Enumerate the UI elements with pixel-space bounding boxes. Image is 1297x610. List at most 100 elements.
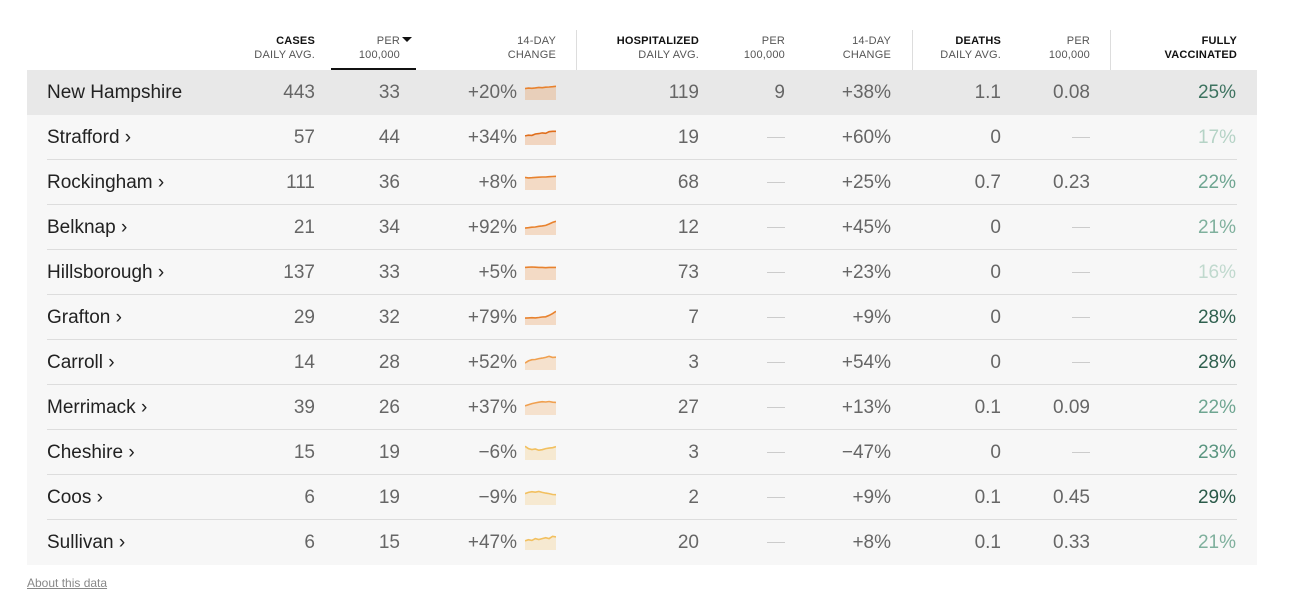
hosp_per-none	[767, 115, 785, 160]
hosp_per-none	[767, 295, 785, 340]
header-title: 14-DAY	[852, 35, 891, 47]
per-value: 33	[378, 82, 400, 103]
hosp_change-value: +45%	[841, 217, 891, 238]
per-value: 44	[378, 127, 400, 148]
about-data-link[interactable]: About this data	[27, 576, 108, 590]
deaths_per-none	[1072, 340, 1090, 385]
cases-trend-sparkline	[525, 490, 556, 505]
table-row[interactable]: Coos › 6 19 −9% 2 +9% 0.1 0.45 29%	[27, 475, 1257, 520]
county-name[interactable]: Strafford ›	[47, 127, 132, 148]
table-row[interactable]: Cheshire › 15 19 −6% 3 −47% 0 23%	[27, 430, 1257, 475]
sparkline-line	[525, 310, 556, 319]
vacc-value: 22%	[1197, 172, 1236, 193]
county-name[interactable]: Coos ›	[47, 487, 103, 508]
hosp_change-value: +25%	[841, 172, 891, 193]
cases-value: 111	[286, 172, 315, 193]
table-row[interactable]: Rockingham › 111 36 +8% 68 +25% 0.7 0.23 22%	[27, 160, 1257, 205]
deaths_per-value: 0.33	[1053, 532, 1090, 553]
sparkline-line	[525, 85, 556, 90]
header-sub: 100,000	[1048, 49, 1090, 61]
per-value: 19	[378, 442, 400, 463]
sparkline-area	[525, 401, 556, 415]
deaths-value: 0	[990, 217, 1001, 238]
cases-trend-sparkline	[525, 445, 556, 460]
change-value: +37%	[467, 397, 517, 418]
header-title: PER	[761, 35, 785, 47]
sparkline-area	[525, 267, 556, 280]
hosp_per-none	[767, 475, 785, 520]
hosp_change-value: +38%	[841, 82, 891, 103]
header-title: PER	[1066, 35, 1090, 47]
vacc-value: 16%	[1197, 262, 1236, 283]
deaths_per-value: 0.09	[1053, 397, 1090, 418]
header-vaccinated[interactable]: FULLY VACCINATED	[1165, 34, 1237, 62]
header-cases-per-sorted[interactable]: PER 100,000	[331, 34, 416, 70]
deaths-value: 0.1	[974, 397, 1001, 418]
per-value: 33	[378, 262, 400, 283]
sparkline-line	[525, 490, 556, 496]
cases-value: 57	[293, 127, 315, 148]
hosp-value: 119	[668, 82, 699, 103]
header-deaths[interactable]: DEATHS DAILY AVG.	[940, 34, 1001, 62]
header-sub: CHANGE	[842, 49, 891, 61]
table-row[interactable]: Merrimack › 39 26 +37% 27 +13% 0.1 0.09 22%	[27, 385, 1257, 430]
hosp-value: 73	[677, 262, 699, 283]
deaths_per-none	[1072, 430, 1090, 475]
county-name[interactable]: Belknap ›	[47, 217, 128, 238]
header-hosp-change[interactable]: 14-DAY CHANGE	[843, 34, 891, 62]
state-row: New Hampshire 443 33 +20% 119 9 +38% 1.1 0.08 25%	[27, 70, 1257, 115]
deaths_per-value: 0.23	[1053, 172, 1090, 193]
vacc-value: 21%	[1197, 217, 1236, 238]
header-hosp-per[interactable]: PER 100,000	[744, 34, 785, 62]
change-value: +8%	[478, 172, 517, 193]
sparkline-line	[525, 400, 556, 407]
hosp_change-value: +13%	[841, 397, 891, 418]
table-row[interactable]: Sullivan › 6 15 +47% 20 +8% 0.1 0.33 21%	[27, 520, 1257, 565]
hosp_per-none	[767, 340, 785, 385]
cases-trend-sparkline	[525, 85, 556, 100]
cases-value: 39	[293, 397, 315, 418]
deaths-value: 0	[990, 127, 1001, 148]
county-name[interactable]: Cheshire ›	[47, 442, 135, 463]
table-row[interactable]: Belknap › 21 34 +92% 12 +45% 0 21%	[27, 205, 1257, 250]
county-name[interactable]: Rockingham ›	[47, 172, 165, 193]
cases-trend-sparkline	[525, 355, 556, 370]
hosp_per-none	[767, 205, 785, 250]
change-value: +47%	[467, 532, 517, 553]
deaths-value: 0	[990, 307, 1001, 328]
change-value: +34%	[467, 127, 517, 148]
hosp-value: 3	[688, 352, 699, 373]
cases-value: 137	[283, 262, 315, 283]
hosp_per-none	[767, 430, 785, 475]
deaths-value: 0.1	[974, 487, 1001, 508]
table-row[interactable]: Hillsborough › 137 33 +5% 73 +23% 0 16%	[27, 250, 1257, 295]
county-name[interactable]: Carroll ›	[47, 352, 115, 373]
hosp_change-value: +60%	[841, 127, 891, 148]
county-name[interactable]: Merrimack ›	[47, 397, 148, 418]
county-name[interactable]: Grafton ›	[47, 307, 122, 328]
deaths_per-none	[1072, 250, 1090, 295]
header-cases-change[interactable]: 14-DAY CHANGE	[508, 34, 556, 62]
table-row[interactable]: Carroll › 14 28 +52% 3 +54% 0 28%	[27, 340, 1257, 385]
table-row[interactable]: Grafton › 29 32 +79% 7 +9% 0 28%	[27, 295, 1257, 340]
header-hosp[interactable]: HOSPITALIZED DAILY AVG.	[617, 34, 699, 62]
vacc-value: 21%	[1197, 532, 1236, 553]
sparkline-line	[525, 535, 556, 542]
county-name[interactable]: Hillsborough ›	[47, 262, 165, 283]
change-value: +79%	[467, 307, 517, 328]
sparkline-area	[525, 491, 556, 505]
sparkline-area	[525, 176, 556, 190]
header-sub: CHANGE	[507, 49, 556, 61]
per-value: 26	[378, 397, 400, 418]
sparkline-line	[525, 220, 556, 229]
deaths_per-value: 0.08	[1053, 82, 1090, 103]
hosp_per-none	[767, 385, 785, 430]
header-deaths-per[interactable]: PER 100,000	[1049, 34, 1090, 62]
header-sub: 100,000	[743, 49, 785, 61]
header-cases[interactable]: CASES DAILY AVG.	[254, 34, 315, 62]
table-row[interactable]: Strafford › 57 44 +34% 19 +60% 0 17%	[27, 115, 1257, 160]
header-sub: 100,000	[358, 49, 400, 61]
header-title: FULLY	[1201, 35, 1237, 47]
county-name[interactable]: Sullivan ›	[47, 532, 126, 553]
sparkline-line	[525, 175, 556, 179]
